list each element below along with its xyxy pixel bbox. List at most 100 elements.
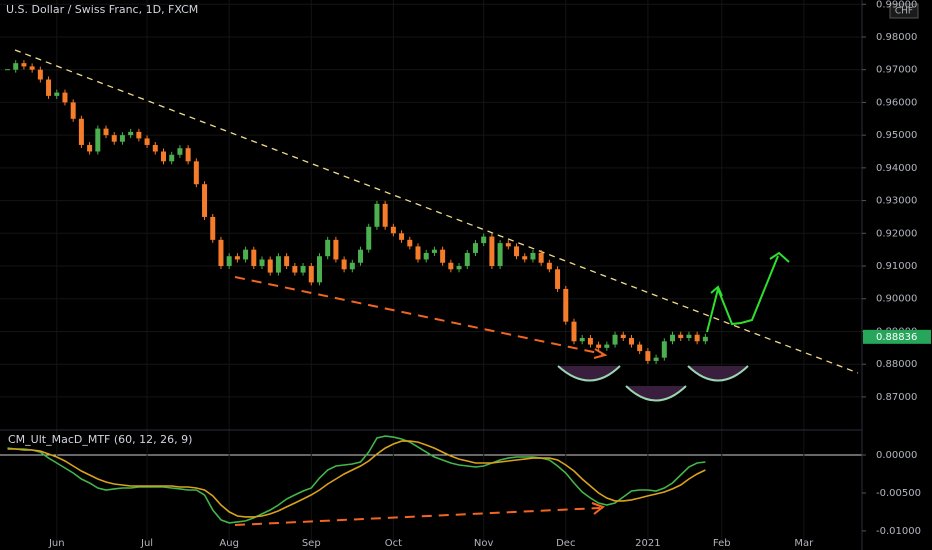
candle	[103, 128, 109, 136]
arrow-head	[593, 348, 608, 359]
candle	[382, 203, 388, 227]
candle	[111, 135, 117, 142]
candle	[193, 161, 199, 185]
x-tick-label: Jul	[140, 538, 153, 549]
y-tick-label: -0.00500	[876, 488, 921, 499]
chart-title: U.S. Dollar / Swiss Franc, 1D, FXCM	[6, 3, 198, 16]
candle	[579, 338, 585, 342]
candle	[472, 243, 478, 253]
candle	[587, 338, 593, 345]
pattern-arc	[625, 385, 687, 402]
currency-label[interactable]: CHF	[895, 7, 913, 17]
candle	[251, 249, 257, 267]
candle	[185, 148, 191, 162]
candle	[349, 262, 355, 270]
candle	[169, 154, 175, 162]
y-tick-label: 0.00000	[876, 450, 917, 461]
x-tick-label: Aug	[219, 538, 239, 549]
candle	[267, 259, 273, 273]
candle	[358, 249, 364, 263]
candle	[628, 338, 634, 345]
candle	[399, 233, 405, 240]
candle	[448, 262, 454, 270]
candle	[653, 357, 659, 361]
arrow-head	[591, 502, 606, 515]
candle	[571, 321, 577, 342]
candle	[226, 256, 232, 267]
candle	[29, 66, 35, 70]
y-tick-label: 0.94000	[876, 163, 917, 174]
candle	[152, 144, 158, 152]
y-tick-label: 0.97000	[876, 65, 917, 76]
x-tick-label: Dec	[556, 538, 575, 549]
x-tick-label: Sep	[302, 538, 321, 549]
candle	[423, 252, 429, 260]
candle	[440, 249, 446, 263]
y-tick-label: 0.91000	[876, 261, 917, 272]
candle	[95, 128, 101, 152]
candle	[686, 334, 692, 339]
trend-line	[234, 276, 604, 355]
y-tick-label: 0.90000	[876, 294, 917, 305]
candle	[210, 216, 216, 240]
candle	[464, 252, 470, 267]
candle	[481, 236, 487, 244]
candle	[489, 236, 495, 267]
x-tick-label: Nov	[474, 538, 494, 549]
candle	[563, 288, 569, 322]
y-tick-label: 0.99000	[876, 0, 917, 10]
arrow-head	[710, 285, 723, 297]
candle	[160, 151, 166, 162]
candle	[555, 269, 561, 289]
candle	[596, 344, 602, 348]
x-tick-label: Feb	[713, 538, 731, 549]
currency-box[interactable]	[889, 3, 919, 19]
arrow-head	[769, 251, 790, 263]
candle	[366, 226, 372, 250]
y-tick-label: -0.01000	[876, 526, 921, 537]
candle	[341, 259, 347, 270]
candle	[374, 203, 380, 227]
candle	[316, 256, 322, 283]
candle	[21, 63, 27, 67]
candle	[13, 63, 19, 70]
candle	[390, 226, 396, 234]
x-tick-label: Jun	[48, 538, 65, 549]
candle	[678, 334, 684, 339]
candle	[144, 138, 150, 145]
trend-line	[234, 507, 601, 526]
candle	[54, 92, 60, 96]
projection-path	[706, 255, 779, 333]
candle	[37, 69, 43, 80]
candle	[612, 334, 618, 345]
indicator-line	[7, 435, 706, 524]
candle	[292, 266, 298, 273]
pattern-arc	[687, 365, 749, 382]
candle	[415, 246, 421, 260]
candle	[218, 239, 224, 267]
candle	[497, 243, 503, 267]
candle	[70, 102, 76, 119]
candle	[275, 256, 281, 273]
candle	[670, 334, 676, 342]
last-price-label: 0.88836	[876, 332, 917, 343]
candle	[604, 344, 610, 348]
candle	[300, 266, 306, 273]
y-tick-label: 0.93000	[876, 196, 917, 207]
candle	[645, 351, 651, 361]
candle	[333, 239, 339, 260]
candle	[243, 249, 249, 260]
x-tick-label: Oct	[385, 538, 402, 549]
marks	[5, 60, 708, 524]
trend-line	[14, 49, 859, 374]
candle	[522, 256, 528, 260]
candle	[177, 148, 183, 155]
candle	[456, 266, 462, 270]
candle	[637, 344, 643, 352]
indicator-line	[7, 440, 706, 518]
y-tick-label: 0.88000	[876, 359, 917, 370]
candle	[546, 262, 552, 270]
candle	[46, 79, 52, 96]
y-tick-label: 0.87000	[876, 392, 917, 403]
